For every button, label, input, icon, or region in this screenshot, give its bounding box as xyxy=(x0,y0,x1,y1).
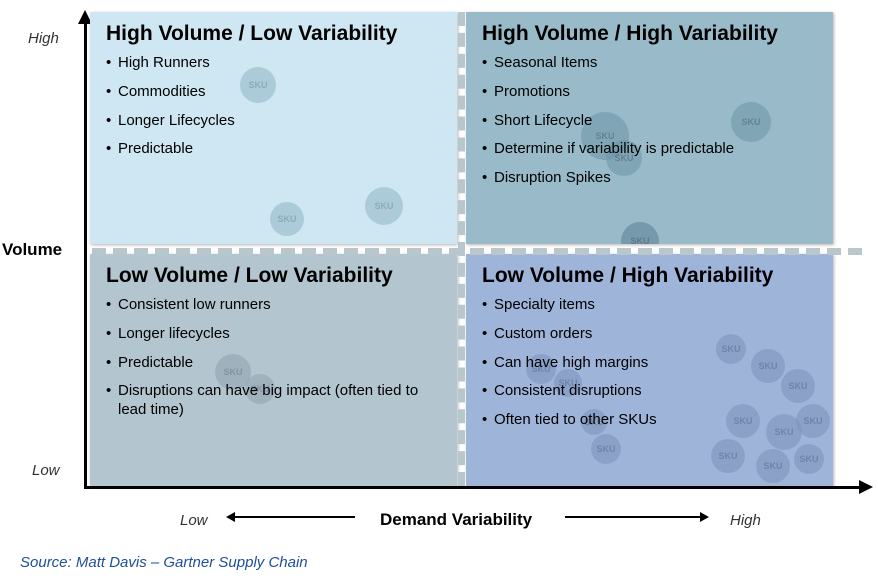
sku-bubble-icon: SKU xyxy=(270,202,304,236)
quadrant-title: High Volume / High Variability xyxy=(482,22,817,46)
sku-bubble-icon: SKU xyxy=(591,434,621,464)
x-axis-low-label: Low xyxy=(180,512,208,529)
list-item: Seasonal Items xyxy=(482,54,817,73)
quadrant-item-list: Seasonal Items Promotions Short Lifecycl… xyxy=(482,54,817,188)
list-item: Can have high margins xyxy=(482,354,817,373)
list-item: Consistent disruptions xyxy=(482,382,817,401)
y-axis-high-label: High xyxy=(28,30,59,47)
list-item: Predictable xyxy=(106,140,441,159)
sku-bubble-icon: SKU xyxy=(794,444,824,474)
source-citation: Source: Matt Davis – Gartner Supply Chai… xyxy=(20,554,308,571)
y-axis-low-label: Low xyxy=(32,462,60,479)
list-item: Longer Lifecycles xyxy=(106,112,441,131)
list-item: Disruption Spikes xyxy=(482,169,817,188)
list-item: Consistent low runners xyxy=(106,296,441,315)
vertical-divider xyxy=(458,12,465,486)
x-range-arrow-right-icon xyxy=(565,516,700,518)
quadrant-high-volume-high-variability: High Volume / High Variability Seasonal … xyxy=(466,12,833,244)
list-item: Commodities xyxy=(106,83,441,102)
list-item: Disruptions can have big impact (often t… xyxy=(106,382,441,420)
quadrant-item-list: Specialty items Custom orders Can have h… xyxy=(482,296,817,430)
sku-bubble-icon: SKU xyxy=(756,449,790,483)
sku-bubble-icon: SKU xyxy=(711,439,745,473)
x-range-arrow-left-icon xyxy=(235,516,355,518)
list-item: High Runners xyxy=(106,54,441,73)
y-axis-line xyxy=(84,20,87,486)
sku-bubble-icon: SKU xyxy=(621,222,659,244)
quadrant-title: Low Volume / Low Variability xyxy=(106,264,441,288)
x-axis-high-label: High xyxy=(730,512,761,529)
quadrant-title: High Volume / Low Variability xyxy=(106,22,441,46)
list-item: Specialty items xyxy=(482,296,817,315)
quadrant-item-list: High Runners Commodities Longer Lifecycl… xyxy=(106,54,441,159)
list-item: Predictable xyxy=(106,354,441,373)
y-axis-label: Volume xyxy=(2,240,62,260)
list-item: Often tied to other SKUs xyxy=(482,411,817,430)
list-item: Determine if variability is predictable xyxy=(482,140,817,159)
horizontal-divider xyxy=(92,248,862,255)
x-axis-line xyxy=(84,486,859,489)
quadrant-low-volume-high-variability: Low Volume / High Variability Specialty … xyxy=(466,254,833,486)
list-item: Promotions xyxy=(482,83,817,102)
quadrant-low-volume-low-variability: Low Volume / Low Variability Consistent … xyxy=(90,254,457,486)
quadrant-high-volume-low-variability: High Volume / Low Variability High Runne… xyxy=(90,12,457,244)
list-item: Short Lifecycle xyxy=(482,112,817,131)
quadrant-item-list: Consistent low runners Longer lifecycles… xyxy=(106,296,441,420)
list-item: Custom orders xyxy=(482,325,817,344)
sku-bubble-icon: SKU xyxy=(365,187,403,225)
x-axis-label: Demand Variability xyxy=(380,510,532,530)
quadrant-title: Low Volume / High Variability xyxy=(482,264,817,288)
x-axis-arrow-icon xyxy=(859,480,873,494)
list-item: Longer lifecycles xyxy=(106,325,441,344)
